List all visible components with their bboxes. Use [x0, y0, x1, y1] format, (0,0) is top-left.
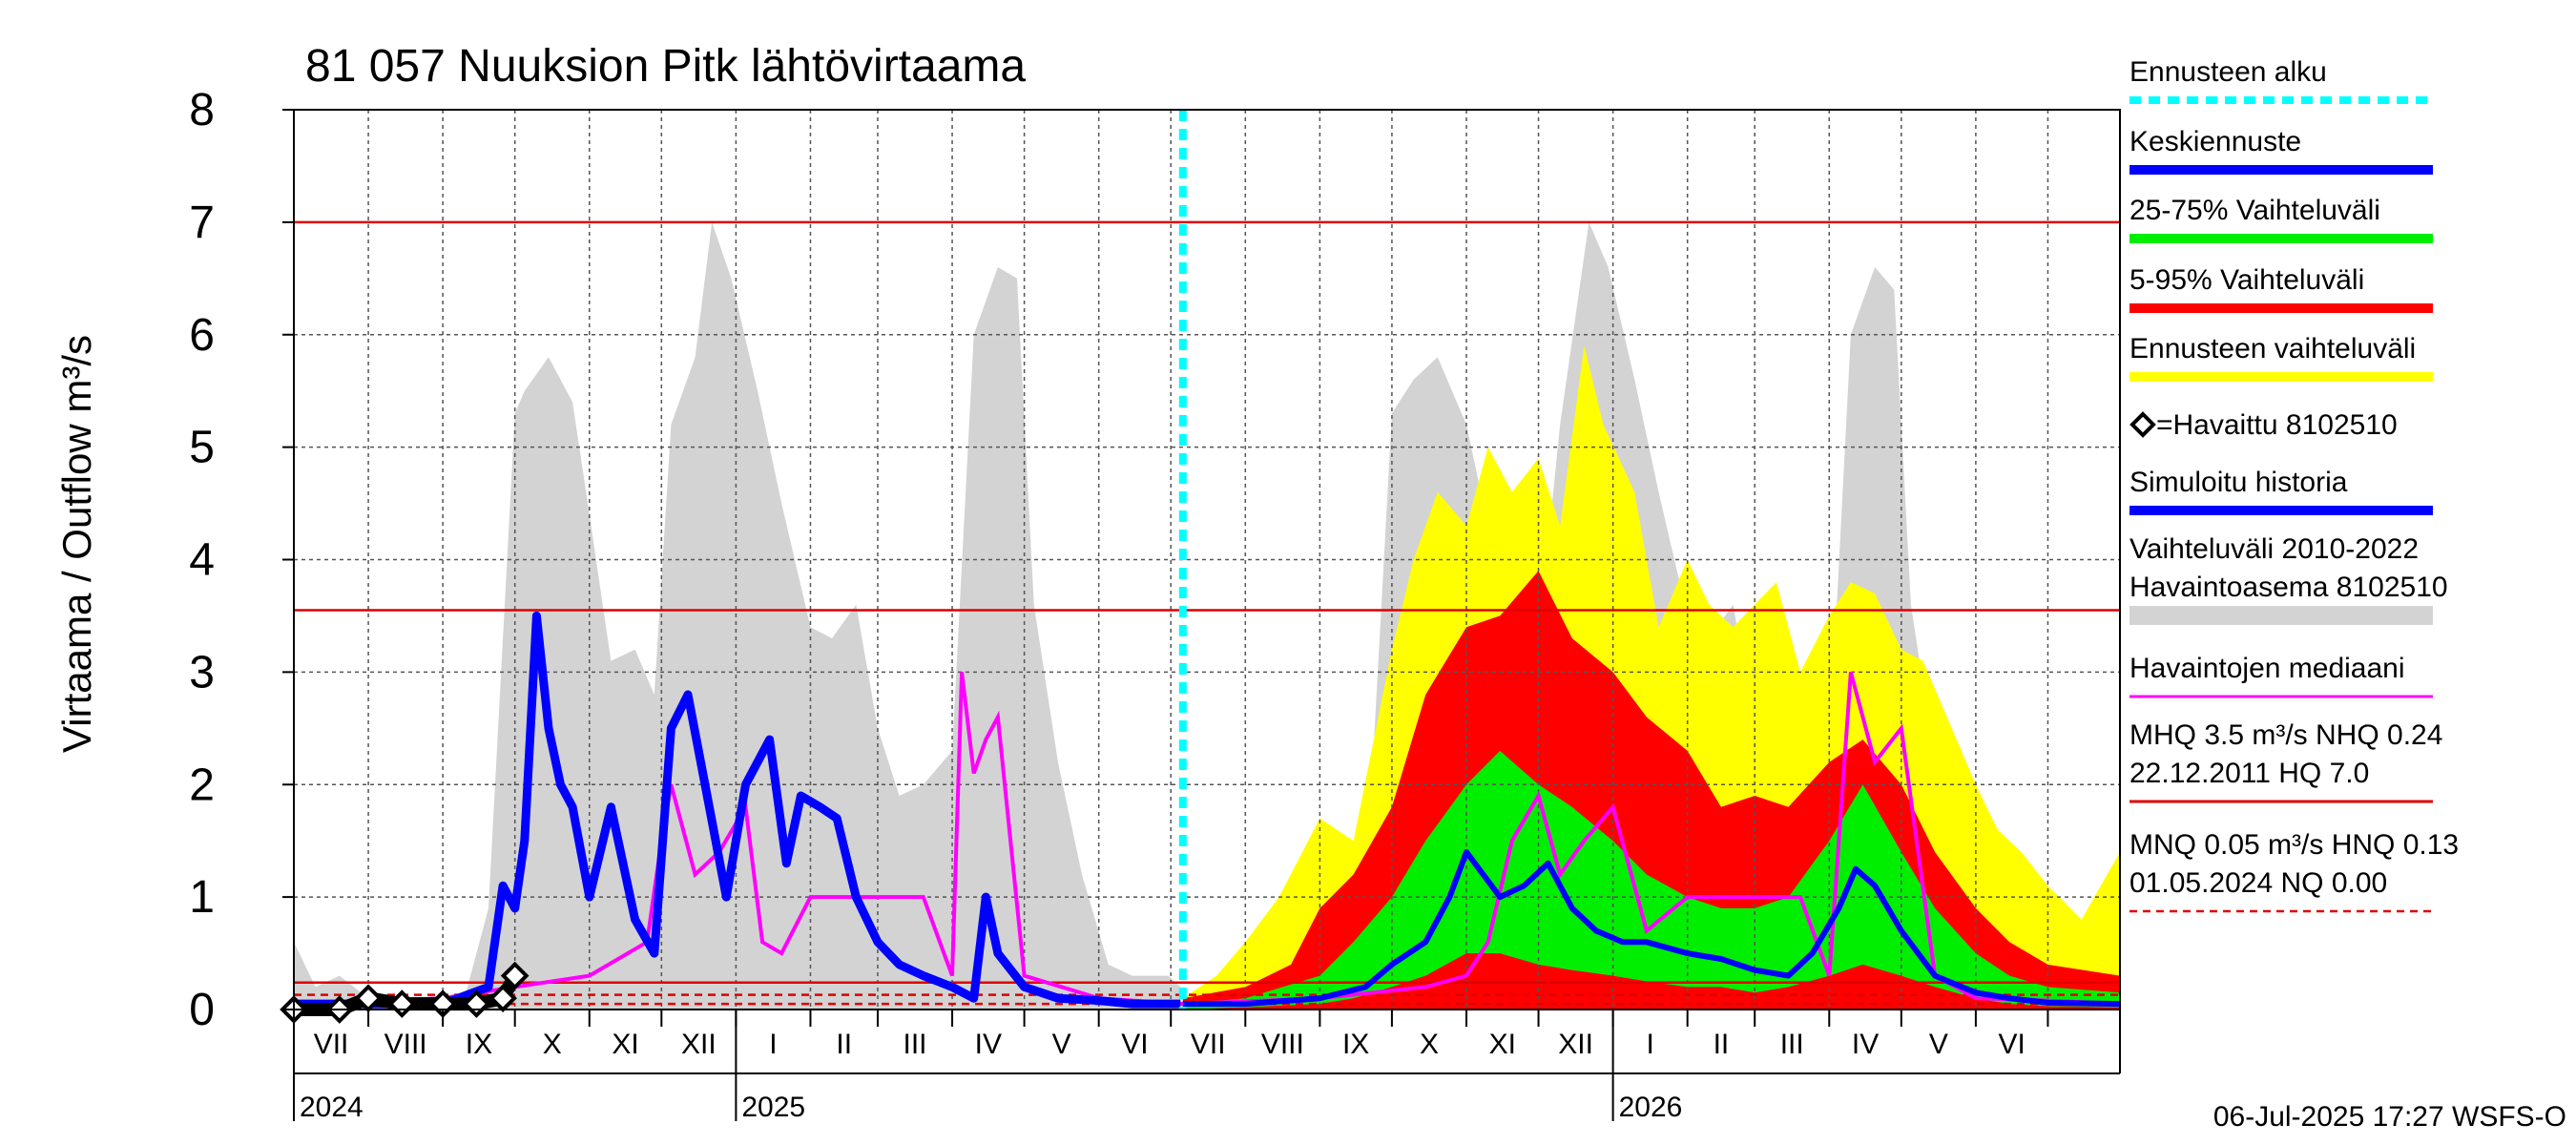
legend: Ennusteen alku Keskiennuste 25-75% Vaihtel…	[2129, 56, 2459, 913]
month-label: I	[769, 1029, 777, 1060]
legend-label: Ennusteen alku	[2129, 56, 2327, 88]
month-label: II	[1714, 1029, 1730, 1060]
legend-label: MNQ 0.05 m³/s HNQ 0.13	[2129, 829, 2459, 861]
legend-item: Keskiennuste	[2129, 126, 2433, 175]
legend-item: Ennusteen vaihteluväli	[2129, 333, 2433, 382]
legend-label: Ennusteen vaihteluväli	[2129, 333, 2416, 364]
legend-item: Simuloitu historia	[2129, 467, 2433, 515]
month-label: V	[1929, 1029, 1948, 1060]
y-tick-label: 8	[189, 85, 215, 135]
month-label: I	[1646, 1029, 1653, 1060]
month-label: VII	[314, 1029, 349, 1060]
legend-label-line2: 01.05.2024 NQ 0.00	[2129, 867, 2387, 899]
y-tick-label: 3	[189, 647, 215, 697]
y-tick-label: 2	[189, 760, 215, 810]
timestamp-footer: 06-Jul-2025 17:27 WSFS-O	[2213, 1101, 2566, 1133]
legend-label-line2: 22.12.2011 HQ 7.0	[2129, 758, 2369, 789]
month-label: XII	[1558, 1029, 1593, 1060]
legend-label: Keskiennuste	[2129, 126, 2301, 157]
month-label: III	[1780, 1029, 1804, 1060]
month-label: IV	[975, 1029, 1002, 1060]
month-label: XI	[612, 1029, 638, 1060]
legend-label: 5-95% Vaihteluväli	[2129, 264, 2364, 296]
legend-item: =Havaittu 8102510	[2129, 409, 2398, 441]
month-label: IX	[1342, 1029, 1369, 1060]
month-label: XII	[681, 1029, 717, 1060]
month-label: IV	[1852, 1029, 1879, 1060]
mean-forecast-line	[1182, 849, 2121, 1008]
y-axis-label: Virtaama / Outflow m³/s	[54, 335, 99, 753]
legend-item: 25-75% Vaihteluväli	[2129, 195, 2433, 243]
legend-label: Simuloitu historia	[2129, 467, 2348, 498]
y-tick-label: 7	[189, 198, 215, 248]
legend-item: Vaihteluväli 2010-2022 Havaintoasema 810…	[2129, 533, 2448, 625]
year-label: 2024	[300, 1092, 364, 1123]
legend-item: Havaintojen mediaani	[2129, 653, 2433, 698]
legend-swatch-diamond	[2129, 411, 2156, 438]
legend-label: Havaintojen mediaani	[2129, 653, 2405, 684]
month-label: XI	[1489, 1029, 1516, 1060]
plot-area	[280, 109, 2121, 1024]
month-label: VI	[1121, 1029, 1148, 1060]
chart-title: 81 057 Nuuksion Pitk lähtövirtaama	[305, 41, 1026, 92]
y-tick-label: 6	[189, 310, 215, 361]
legend-item: MHQ 3.5 m³/s NHQ 0.24 22.12.2011 HQ 7.0	[2129, 719, 2442, 803]
month-label: IX	[466, 1029, 492, 1060]
month-label: III	[904, 1029, 927, 1060]
legend-swatch-band	[2129, 606, 2433, 625]
legend-label: =Havaittu 8102510	[2156, 409, 2398, 441]
month-label: X	[1420, 1029, 1439, 1060]
month-label: V	[1052, 1029, 1071, 1060]
y-tick-label: 0	[189, 985, 215, 1035]
month-label: X	[543, 1029, 562, 1060]
month-label: VIII	[1261, 1029, 1304, 1060]
month-label: VI	[1998, 1029, 2025, 1060]
legend-item: 5-95% Vaihteluväli	[2129, 264, 2433, 313]
legend-label: 25-75% Vaihteluväli	[2129, 195, 2380, 226]
simulated-history-line	[294, 611, 1181, 1009]
legend-label-line2: Havaintoasema 8102510	[2129, 572, 2448, 603]
y-tick-label: 5	[189, 423, 215, 473]
y-tick-label: 4	[189, 535, 215, 586]
legend-item: Ennusteen alku	[2129, 56, 2433, 104]
month-label: II	[836, 1029, 852, 1060]
year-label: 2026	[1619, 1092, 1683, 1123]
legend-label: MHQ 3.5 m³/s NHQ 0.24	[2129, 719, 2442, 751]
legend-item: MNQ 0.05 m³/s HNQ 0.13 01.05.2024 NQ 0.00	[2129, 829, 2459, 913]
observed-point	[500, 961, 530, 990]
year-label: 2025	[741, 1092, 805, 1123]
legend-label: Vaihteluväli 2010-2022	[2129, 533, 2419, 565]
month-label: VII	[1191, 1029, 1226, 1060]
month-label: VIII	[384, 1029, 427, 1060]
y-tick-label: 1	[189, 872, 215, 923]
